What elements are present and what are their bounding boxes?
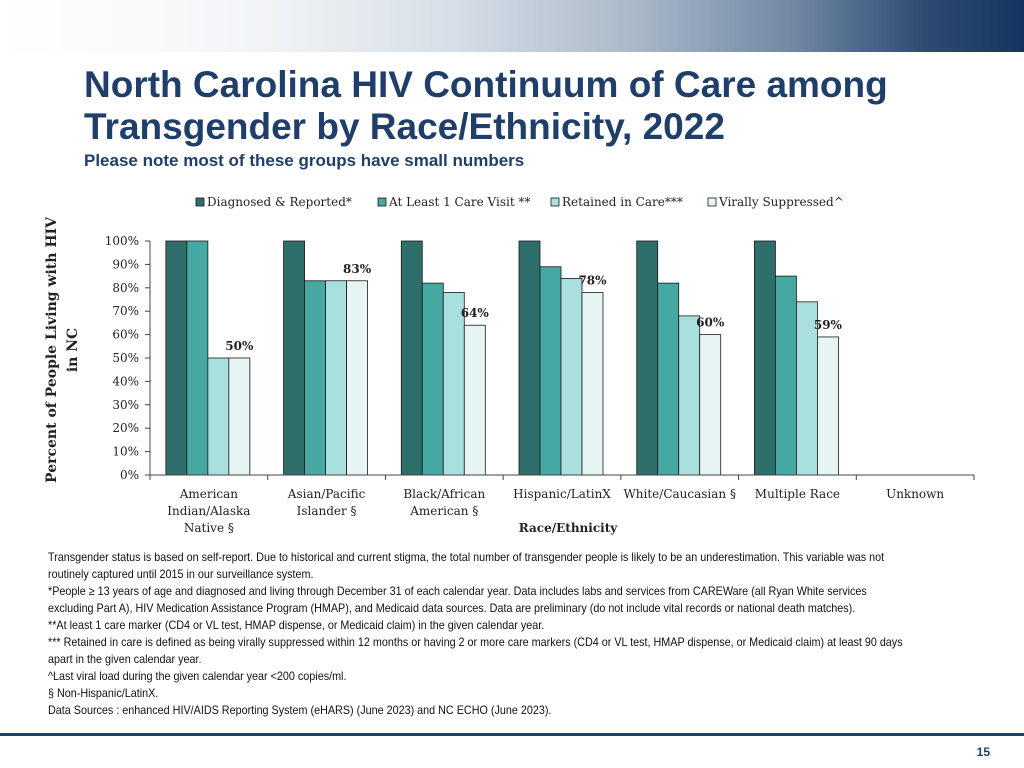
legend-label: At Least 1 Care Visit **: [388, 195, 530, 209]
x-category-label: American §: [409, 504, 478, 518]
x-category-label: American: [179, 487, 239, 501]
x-category-label: Islander §: [297, 504, 357, 518]
y-axis-title-line: in NC: [65, 328, 81, 372]
footnote: § Non-Hispanic/LatinX.: [48, 687, 159, 700]
bar: [817, 336, 839, 476]
bar: [400, 240, 423, 476]
bar: [754, 240, 776, 476]
bar: [186, 240, 209, 476]
chart-axes: [149, 241, 975, 480]
x-category-label: Native §: [184, 521, 234, 535]
data-label: 78%: [578, 273, 607, 287]
x-axis-categories: American Indian/Alaska Native § Asian/Pacif…: [167, 487, 944, 535]
bar: [775, 275, 797, 476]
legend-label: Retained in Care***: [562, 195, 683, 209]
bar: [636, 240, 659, 476]
y-tick-label: 10%: [112, 445, 139, 459]
bar: [421, 282, 444, 476]
y-tick-label: 20%: [112, 421, 139, 435]
bar-chart: Diagnosed & Reported* At Least 1 Care Vis…: [44, 195, 975, 535]
legend-swatch: [550, 197, 560, 207]
legend-swatch: [195, 197, 205, 207]
data-label: 60%: [696, 316, 725, 330]
y-tick-label: 30%: [112, 398, 139, 412]
bar: [518, 240, 541, 476]
data-label: 59%: [814, 318, 843, 332]
x-axis-title: Race/Ethnicity: [519, 521, 618, 535]
legend-label: Diagnosed & Reported*: [207, 195, 352, 209]
bar: [657, 282, 680, 476]
footer-rule: [0, 733, 1024, 736]
data-label: 50%: [225, 339, 254, 353]
bar: [560, 278, 583, 476]
y-axis-title-line: Percent of People Living with HIV: [44, 216, 60, 483]
footnote: Transgender status is based on self-repo…: [48, 551, 885, 581]
footnote: **At least 1 care marker (CD4 or VL test…: [48, 619, 545, 632]
y-tick-label: 80%: [112, 281, 139, 295]
slide-subtitle: Please note most of these groups have sm…: [84, 151, 525, 170]
bar: [325, 280, 347, 476]
x-category-label: Black/African: [403, 487, 485, 501]
x-category-label: Unknown: [886, 487, 944, 501]
y-axis-title: Percent of People Living with HIV in NC: [44, 216, 81, 483]
x-category-label: Asian/Pacific: [287, 487, 366, 501]
data-label: 64%: [461, 306, 490, 320]
slide-title: North Carolina HIV Continuum of Care amo…: [84, 64, 888, 147]
bar: [283, 240, 305, 476]
y-tick-label: 50%: [112, 351, 139, 365]
bar: [346, 280, 368, 476]
x-category-label: White/Caucasian §: [623, 487, 736, 501]
bar: [304, 280, 326, 476]
header-gradient-band: [0, 0, 1024, 52]
footnote: *** Retained in care is defined as being…: [48, 636, 903, 666]
bar: [539, 266, 562, 476]
bar: [228, 357, 251, 476]
y-tick-label: 0%: [120, 468, 139, 482]
y-tick-label: 100%: [105, 234, 139, 248]
data-label: 83%: [343, 262, 372, 276]
data-labels: 50% 83% 64% 78% 60% 59%: [225, 262, 842, 353]
bar: [463, 324, 486, 476]
legend-swatch: [377, 197, 387, 207]
page-number: 15: [976, 745, 990, 759]
y-axis-ticks: 0% 10% 20% 30% 40% 50% 60% 70% 80% 90% 100%: [105, 234, 150, 482]
footnote: *People ≥ 13 years of age and diagnosed …: [48, 585, 867, 615]
y-tick-label: 70%: [112, 304, 139, 318]
y-tick-label: 40%: [112, 374, 139, 388]
x-category-label: Hispanic/LatinX: [513, 487, 611, 501]
bar: [581, 292, 604, 476]
legend-swatch: [707, 197, 717, 207]
bar: [165, 240, 188, 476]
bar-marks: [165, 240, 839, 476]
footnotes: Transgender status is based on self-repo…: [48, 549, 904, 719]
bar: [699, 334, 722, 476]
x-category-label: Multiple Race: [755, 487, 840, 501]
bar: [678, 315, 701, 476]
y-tick-label: 60%: [112, 328, 139, 342]
x-category-label: Indian/Alaska: [167, 504, 250, 518]
legend-label: Virally Suppressed^: [718, 195, 844, 209]
footnote: ^Last viral load during the given calend…: [48, 670, 347, 683]
footnote: Data Sources : enhanced HIV/AIDS Reporti…: [48, 704, 552, 717]
y-tick-label: 90%: [112, 257, 139, 271]
bar: [207, 357, 230, 476]
chart-legend: Diagnosed & Reported* At Least 1 Care Vis…: [195, 195, 844, 209]
